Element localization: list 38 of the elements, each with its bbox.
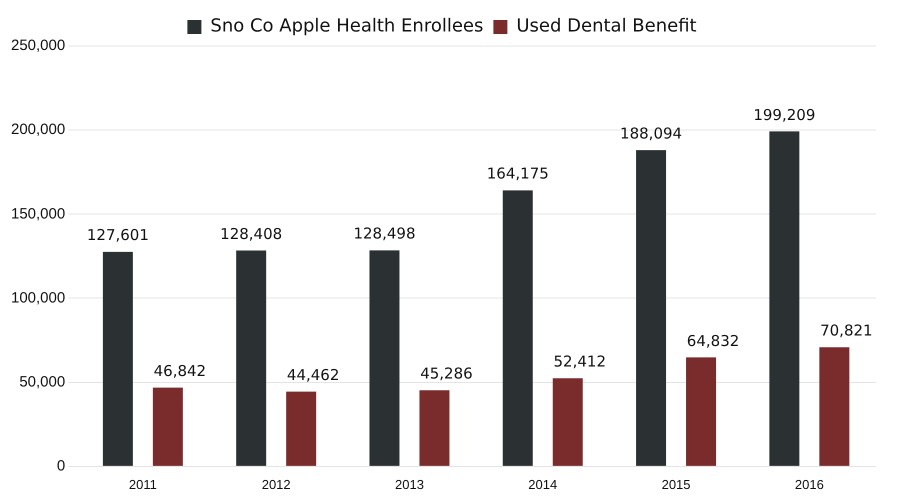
bar [369, 250, 400, 466]
bar [286, 392, 316, 466]
bar [502, 190, 533, 466]
data-label: 70,821 [820, 322, 873, 340]
x-tick-label: 2012 [262, 476, 291, 492]
y-tick-label: 150,000 [10, 205, 66, 222]
legend-label: Sno Co Apple Health Enrollees [210, 16, 484, 37]
data-label: 164,175 [486, 164, 549, 183]
data-label: 188,094 [620, 124, 682, 142]
y-tick-label: 200,000 [10, 121, 66, 138]
y-tick-label: 50,000 [19, 373, 66, 390]
bar [819, 347, 850, 466]
x-tick-label: 2014 [528, 476, 558, 492]
x-tick-label: 2015 [662, 476, 691, 492]
y-tick-label: 250,000 [10, 37, 66, 54]
x-tick-label: 2016 [794, 476, 824, 492]
data-label: 127,601 [86, 226, 149, 244]
data-label: 199,209 [753, 106, 816, 124]
legend-label: Used Dental Benefit [516, 16, 697, 37]
bar [419, 390, 450, 466]
bar [236, 250, 266, 466]
bar [636, 150, 666, 466]
bar [152, 388, 183, 466]
data-label: 128,408 [220, 224, 282, 243]
bar [686, 357, 716, 466]
data-label: 64,832 [686, 332, 740, 350]
data-label: 45,286 [420, 364, 473, 383]
data-label: 46,842 [154, 362, 206, 380]
bar [769, 131, 800, 466]
x-tick-label: 2013 [395, 476, 424, 492]
y-tick-label: 0 [56, 458, 66, 475]
bar [552, 378, 583, 466]
data-label: 128,498 [353, 224, 416, 243]
data-label: 52,412 [554, 352, 606, 371]
data-label: 44,462 [286, 366, 340, 384]
x-tick-label: 2011 [128, 476, 157, 492]
y-tick-label: 100,000 [10, 289, 66, 306]
bar [102, 252, 133, 466]
